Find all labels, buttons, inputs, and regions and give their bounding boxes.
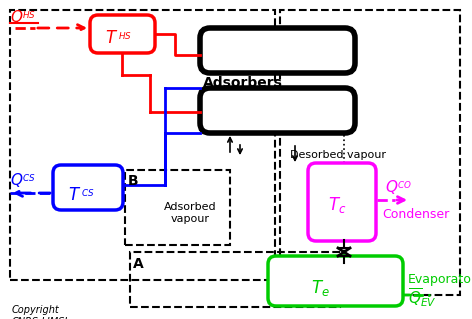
Text: $\overline{Q}_{EV}$: $\overline{Q}_{EV}$ [408,287,437,309]
Text: $_{HS}$: $_{HS}$ [118,29,132,42]
Text: $_{CO}$: $_{CO}$ [397,178,412,191]
Text: $_{CS}$: $_{CS}$ [22,171,35,184]
Text: Desorbed vapour: Desorbed vapour [290,150,386,160]
Bar [280,10,460,295]
FancyBboxPatch shape [53,165,123,210]
Text: B: B [128,174,139,188]
Text: $_{HS}$: $_{HS}$ [22,8,36,21]
Text: $_{CS}$: $_{CS}$ [81,186,94,199]
Text: $T$: $T$ [105,29,118,47]
Text: $Q$: $Q$ [10,8,24,26]
Text: Adsorbers: Adsorbers [203,76,283,90]
Text: $T$: $T$ [68,186,81,204]
FancyBboxPatch shape [200,88,355,133]
FancyBboxPatch shape [90,15,155,53]
Text: $Q$: $Q$ [10,171,24,189]
Text: Copyright
CNRS-LIMSI: Copyright CNRS-LIMSI [12,305,68,319]
Text: $Q$: $Q$ [385,178,398,196]
Bar [130,252,340,307]
Text: A: A [133,257,144,271]
Text: Adsorbed
vapour: Adsorbed vapour [164,202,216,224]
Text: $T_e$: $T_e$ [311,278,329,298]
Bar [125,170,230,245]
Text: $T_c$: $T_c$ [328,195,346,215]
FancyBboxPatch shape [268,256,403,306]
Text: Evaporator: Evaporator [408,273,472,286]
FancyBboxPatch shape [200,28,355,73]
FancyBboxPatch shape [308,163,376,241]
Bar [10,10,275,280]
Text: Condenser: Condenser [382,209,449,221]
